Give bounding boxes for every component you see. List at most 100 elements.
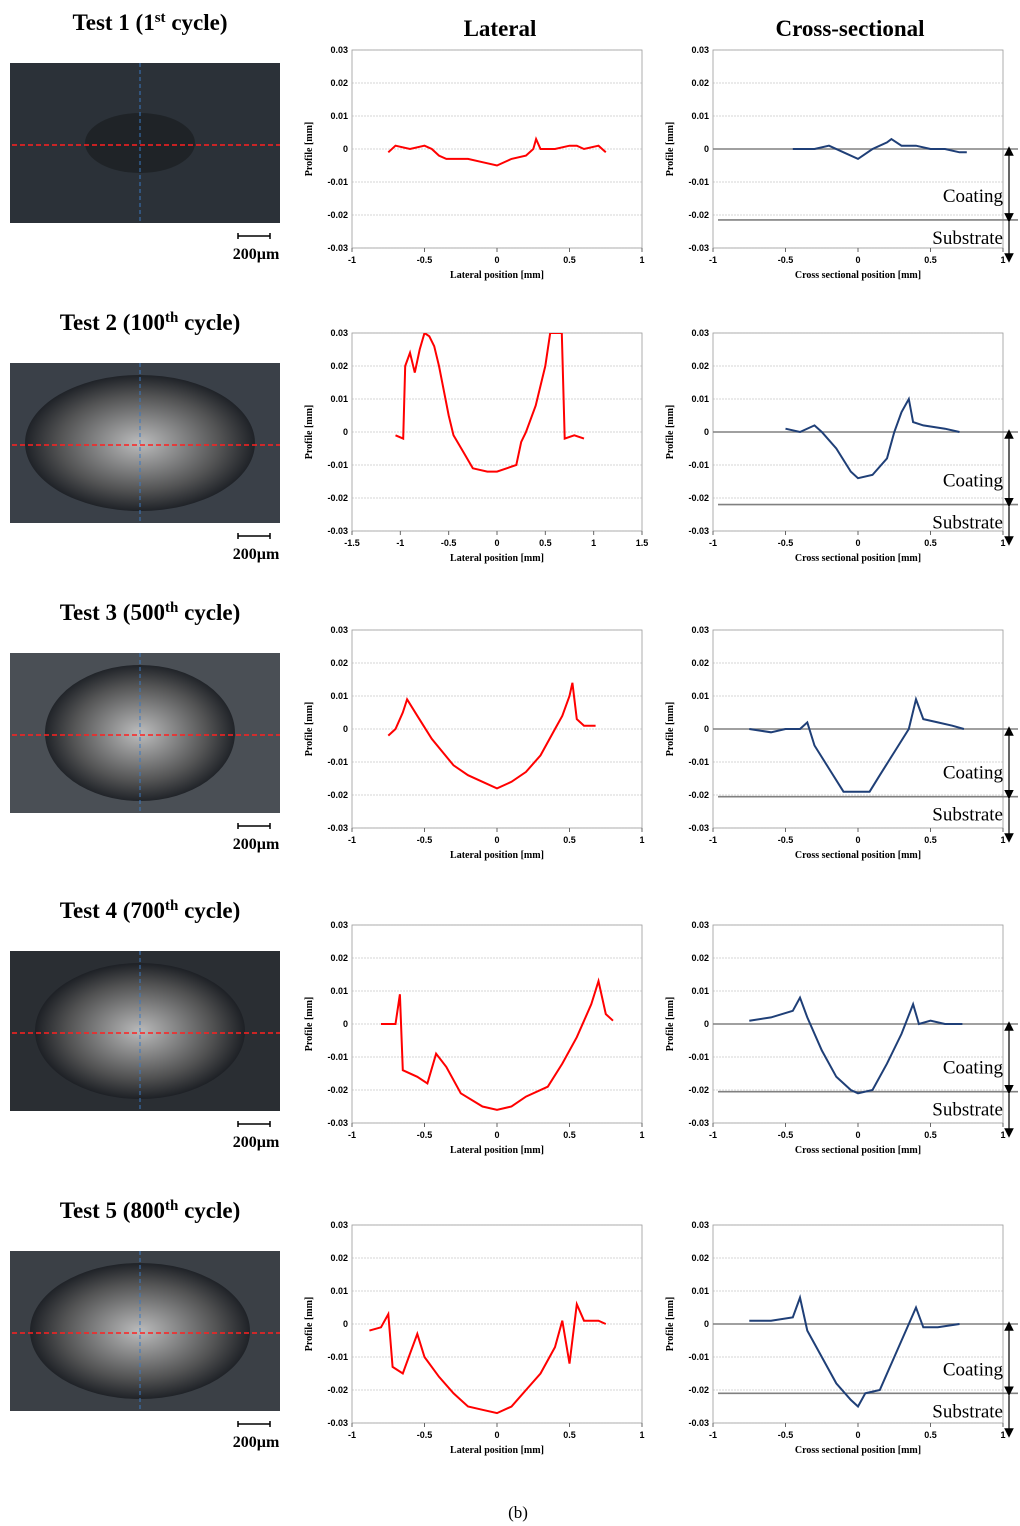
substrate-label: Substrate — [932, 513, 1003, 534]
y-tick-label: 0.01 — [691, 1286, 709, 1296]
y-tick-label: 0.02 — [330, 1253, 348, 1263]
y-tick-label: -0.01 — [688, 757, 709, 767]
x-tick-label: 1 — [1000, 1130, 1005, 1140]
y-axis-label: Profile [mm] — [304, 1297, 315, 1352]
y-tick-label: 0.02 — [691, 361, 709, 371]
x-tick-label: 0 — [494, 1430, 499, 1440]
x-tick-label: -1 — [709, 835, 717, 845]
y-tick-label: -0.01 — [327, 1052, 348, 1062]
y-tick-label: 0 — [704, 1319, 709, 1329]
x-tick-label: 1 — [639, 835, 644, 845]
chart: 0.03 0.02 0.01 0 -0.01 -0.02 -0.03-1 -0.5 0 0.5 1 C… — [665, 1220, 1018, 1456]
y-tick-label: 0 — [343, 1019, 348, 1029]
profile-line — [749, 695, 965, 793]
y-tick-label: -0.02 — [688, 1385, 709, 1395]
y-tick-label: 0.01 — [691, 394, 709, 404]
profile-line — [785, 396, 960, 480]
title-part: Test 5 (800 — [60, 1198, 165, 1223]
column-header: Lateral — [464, 16, 537, 41]
x-tick-label: 1 — [1000, 538, 1005, 548]
y-tick-label: 0 — [343, 724, 348, 734]
coating-label: Coating — [943, 1058, 1004, 1079]
y-tick-label: -0.03 — [327, 1418, 348, 1428]
x-tick-label: -1 — [396, 538, 404, 548]
y-tick-label: -0.02 — [327, 1085, 348, 1095]
x-axis-label: Lateral position [mm] — [450, 850, 544, 861]
profile-line — [387, 682, 596, 790]
x-tick-label: 1 — [1000, 255, 1005, 265]
profile-line — [749, 995, 963, 1095]
x-tick-label: -0.5 — [778, 255, 794, 265]
title-part: th — [165, 310, 179, 326]
y-tick-label: 0.03 — [691, 625, 709, 635]
y-axis-label: Profile [mm] — [304, 405, 315, 460]
y-tick-label: 0 — [343, 427, 348, 437]
scale-bar — [237, 233, 271, 239]
y-tick-label: 0.02 — [330, 78, 348, 88]
scale-bar — [237, 533, 271, 539]
x-tick-label: -1.5 — [344, 538, 360, 548]
x-tick-label: 0 — [855, 1430, 860, 1440]
x-tick-label: 1.5 — [636, 538, 649, 548]
y-tick-label: -0.01 — [688, 1352, 709, 1362]
x-tick-label: 0.5 — [539, 538, 552, 548]
y-tick-label: 0 — [704, 427, 709, 437]
y-axis-label: Profile [mm] — [665, 1297, 676, 1352]
title-part: th — [165, 1198, 179, 1214]
title-part: Test 2 (100 — [60, 310, 165, 335]
y-tick-label: 0.03 — [330, 625, 348, 635]
y-axis-label: Profile [mm] — [665, 702, 676, 757]
x-tick-label: 0.5 — [924, 255, 937, 265]
profile-line — [369, 1300, 607, 1415]
y-axis-label: Profile [mm] — [665, 997, 676, 1052]
y-axis-label: Profile [mm] — [665, 122, 676, 177]
x-tick-label: -1 — [709, 1430, 717, 1440]
x-tick-label: 0 — [855, 255, 860, 265]
y-tick-label: -0.02 — [327, 210, 348, 220]
scale-label: 200µm — [233, 546, 280, 563]
x-tick-label: 0.5 — [924, 1430, 937, 1440]
y-tick-label: 0.02 — [330, 361, 348, 371]
y-tick-label: -0.01 — [688, 460, 709, 470]
x-tick-label: -0.5 — [778, 538, 794, 548]
chart: 0.03 0.02 0.01 0 -0.01 -0.02 -0.03-1 -0.5 0 0.5 1 L… — [304, 45, 645, 281]
scale-label: 200µm — [233, 1434, 280, 1451]
y-tick-label: -0.01 — [327, 1352, 348, 1362]
coating-label: Coating — [943, 1359, 1004, 1380]
coating-label: Coating — [943, 186, 1004, 207]
chart: 0.03 0.02 0.01 0 -0.01 -0.02 -0.03-1 -0.5 0 0.5 1 C… — [665, 625, 1018, 861]
profile-line — [381, 977, 614, 1111]
substrate-label: Substrate — [932, 805, 1003, 826]
y-tick-label: 0.01 — [330, 986, 348, 996]
x-tick-label: -0.5 — [778, 1430, 794, 1440]
title-part: cycle) — [178, 310, 240, 335]
y-tick-label: -0.02 — [688, 493, 709, 503]
x-axis-label: Lateral position [mm] — [450, 553, 544, 564]
substrate-label: Substrate — [932, 1100, 1003, 1121]
y-tick-label: 0.03 — [330, 328, 348, 338]
chart: 0.03 0.02 0.01 0 -0.01 -0.02 -0.03-1 -0.5 0 0.5 1 C… — [665, 328, 1018, 564]
y-tick-label: 0.01 — [691, 986, 709, 996]
panel-title: Test 2 (100th cycle) — [60, 310, 241, 335]
x-tick-label: 0.5 — [924, 1130, 937, 1140]
x-axis-label: Lateral position [mm] — [450, 270, 544, 281]
x-tick-label: -1 — [709, 1130, 717, 1140]
y-tick-label: -0.03 — [327, 243, 348, 253]
y-tick-label: -0.01 — [688, 177, 709, 187]
profile-line — [749, 1294, 960, 1409]
x-tick-label: -0.5 — [417, 1430, 433, 1440]
y-tick-label: 0.03 — [330, 45, 348, 55]
x-tick-label: -1 — [348, 255, 356, 265]
x-tick-label: -0.5 — [417, 1130, 433, 1140]
x-tick-label: 0.5 — [563, 1430, 576, 1440]
title-part: th — [165, 600, 179, 616]
y-tick-label: 0.02 — [330, 658, 348, 668]
y-tick-label: 0.03 — [330, 920, 348, 930]
y-tick-label: -0.03 — [688, 526, 709, 536]
coating-label: Coating — [943, 471, 1004, 492]
x-tick-label: 1 — [1000, 1430, 1005, 1440]
y-tick-label: 0.02 — [691, 658, 709, 668]
title-part: th — [165, 898, 179, 914]
y-tick-label: -0.03 — [327, 1118, 348, 1128]
title-part: cycle) — [178, 898, 240, 923]
